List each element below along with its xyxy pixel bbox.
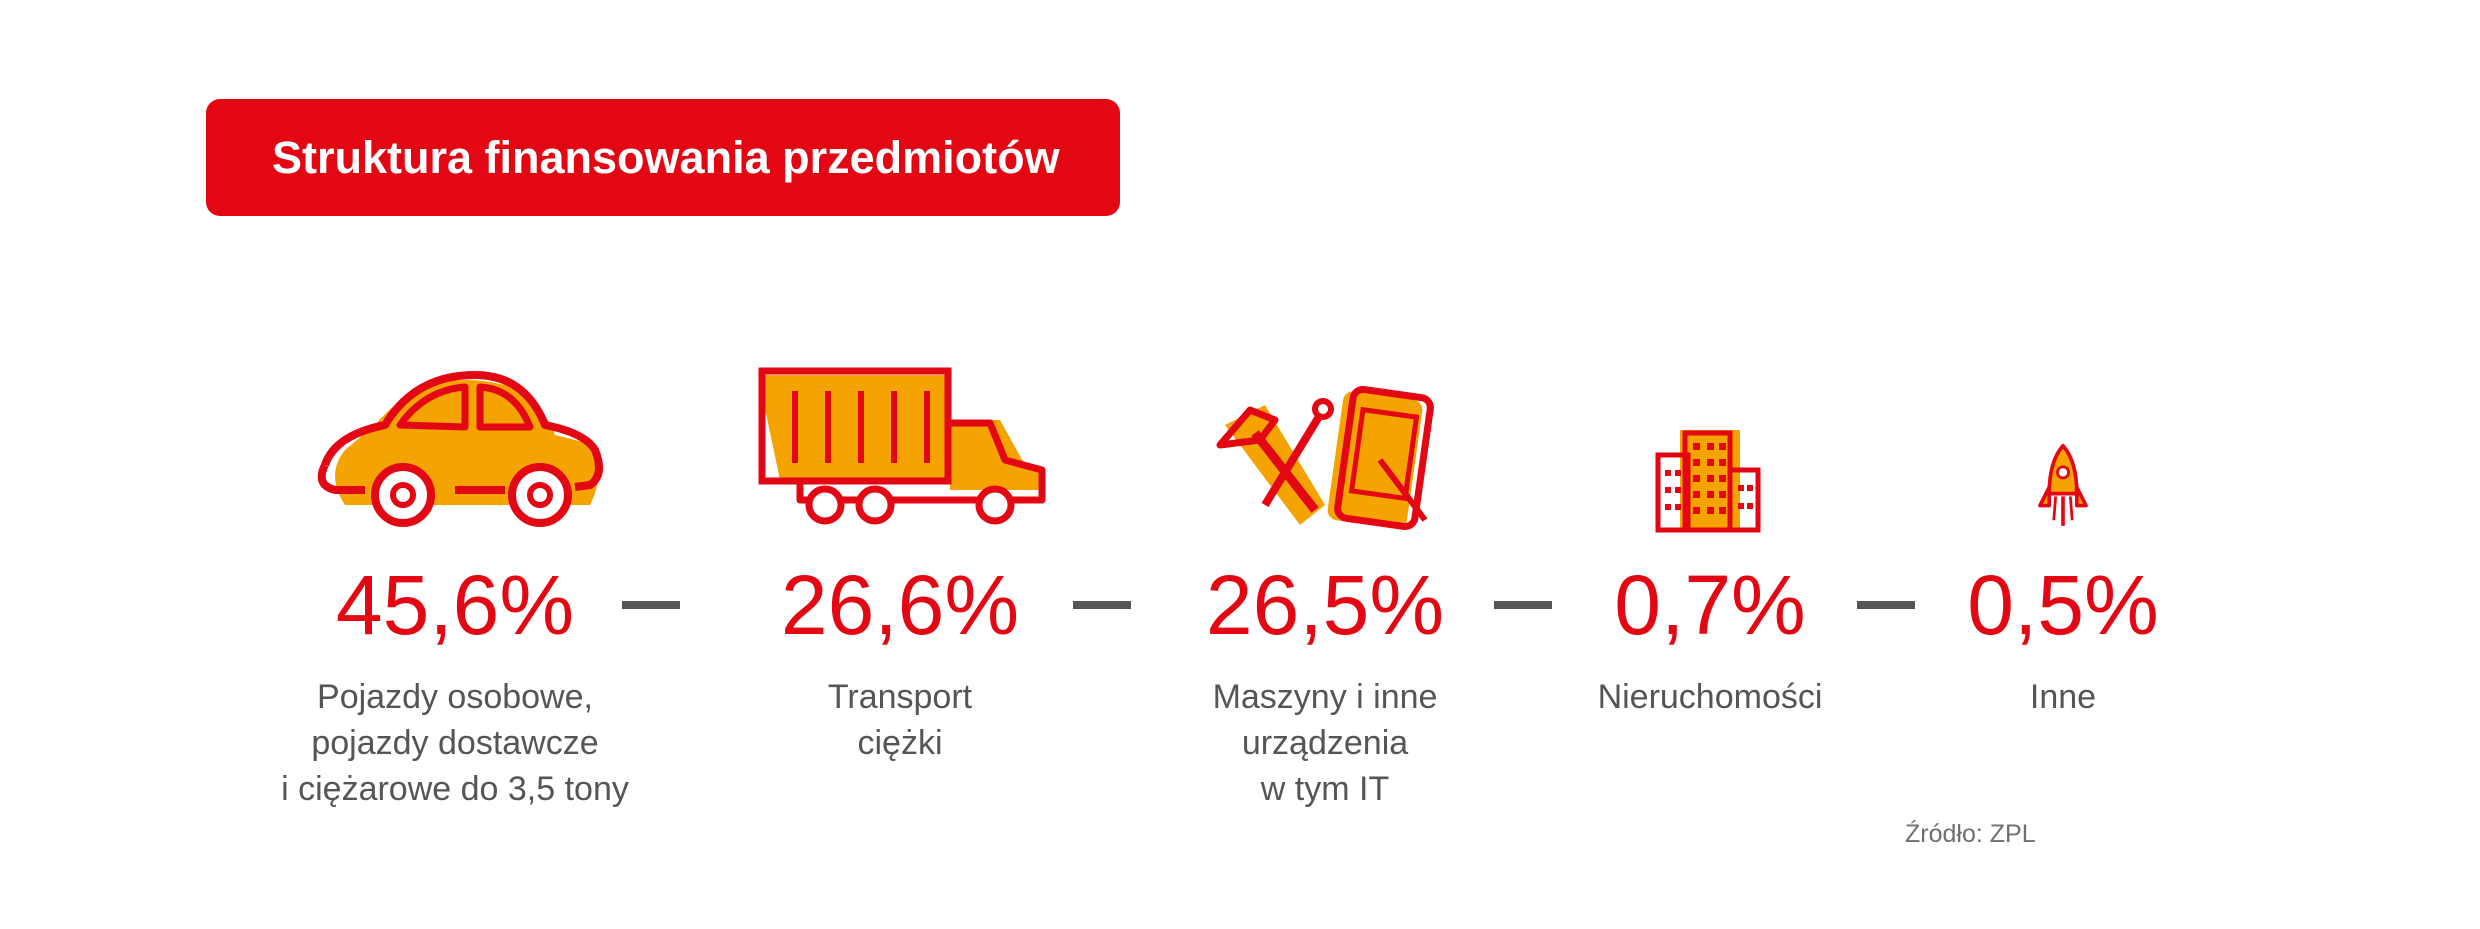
data-label: 0,5% xyxy=(1967,558,2159,652)
category-label: Pojazdy osobowe, pojazdy dostawcze i cię… xyxy=(281,678,629,808)
category-label: Inne xyxy=(2029,678,2097,716)
separator-dash xyxy=(1857,601,1915,609)
truck-icon xyxy=(758,367,1046,525)
separator-dash xyxy=(1494,601,1552,609)
chart-title: Struktura finansowania przedmiotów xyxy=(272,132,1060,183)
data-label: 45,6% xyxy=(335,558,575,652)
category-label: Nieruchomości xyxy=(1597,678,1823,716)
data-label: 26,5% xyxy=(1205,558,1445,652)
tools-tablet-icon xyxy=(1216,385,1434,531)
source-note: Źródło: ZPL xyxy=(1905,820,2036,848)
building-icon xyxy=(1655,430,1761,533)
category-label: Transport ciężki xyxy=(827,678,973,762)
separator-dash xyxy=(622,601,680,609)
category-label: Maszyny i inne urządzenia w tym IT xyxy=(1212,678,1438,808)
data-label: 0,7% xyxy=(1614,558,1806,652)
title-banner: Struktura finansowania przedmiotów xyxy=(206,99,1120,216)
separator-dash xyxy=(1073,601,1131,609)
rocket-icon xyxy=(2038,443,2088,526)
data-label: 26,6% xyxy=(780,558,1020,652)
car-icon xyxy=(317,371,603,527)
